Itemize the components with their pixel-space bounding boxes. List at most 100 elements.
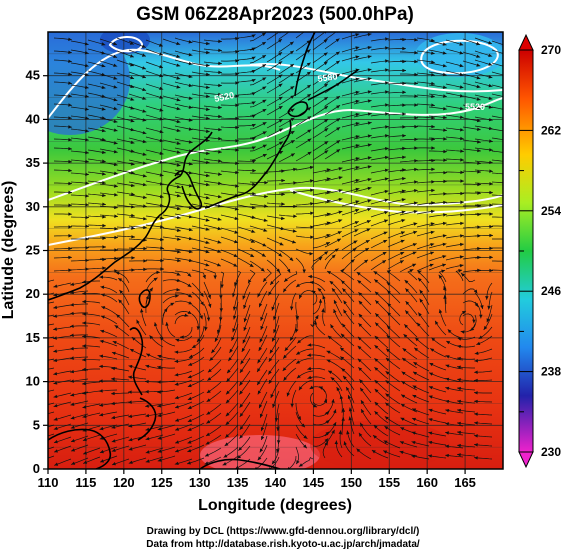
streamline-arrow (401, 371, 406, 376)
streamline-arrow (222, 462, 227, 466)
streamline-arrow (489, 148, 493, 152)
streamline-arrow (442, 72, 447, 77)
streamline-arrow (324, 97, 328, 101)
streamline-arrow (282, 367, 287, 371)
streamline-arrow (385, 134, 389, 138)
streamline-arrow (235, 72, 239, 76)
streamline-arrow (506, 225, 510, 228)
streamline-arrow (84, 63, 89, 68)
streamline-arrow (374, 380, 379, 384)
streamline-arrow (235, 59, 239, 63)
colorbar-label: 238 (541, 365, 561, 379)
streamline-arrow (268, 379, 273, 384)
streamline-arrow (85, 224, 89, 228)
streamline-arrow (235, 81, 239, 85)
streamline-arrow (82, 291, 86, 296)
streamline-arrow (350, 259, 355, 263)
streamline-arrow (474, 351, 479, 355)
streamline-arrow (506, 117, 510, 120)
streamline (491, 172, 503, 175)
streamline-arrow (175, 294, 179, 298)
streamline-arrow (284, 278, 288, 282)
streamline-arrow (506, 269, 510, 273)
streamline-arrow (85, 150, 89, 155)
streamline-arrow (443, 115, 447, 120)
streamline-arrow (82, 381, 86, 386)
streamline-arrow (347, 395, 352, 399)
streamline-arrow (260, 316, 264, 321)
streamline-arrow (338, 176, 343, 180)
streamline-arrow (387, 303, 392, 307)
streamline-arrow (243, 327, 247, 331)
streamline-arrow (307, 116, 312, 120)
streamline-arrow (505, 44, 509, 47)
streamline-arrow (70, 393, 75, 397)
streamline-arrow (83, 451, 88, 455)
streamline-arrow (428, 440, 433, 445)
streamline-arrow (159, 203, 164, 208)
streamline-arrow (412, 243, 417, 247)
streamline-arrow (205, 160, 210, 165)
streamline-arrow (414, 81, 418, 85)
streamlines (48, 27, 510, 469)
streamline-arrow (476, 341, 481, 345)
streamline-arrow (259, 413, 264, 418)
streamline-arrow (159, 65, 163, 69)
streamline-arrow (187, 449, 192, 453)
streamline-arrow (206, 411, 211, 415)
x-axis-label: Longitude (degrees) (198, 497, 352, 514)
streamline-arrow (385, 125, 389, 129)
streamline-arrow (414, 146, 418, 150)
streamline-arrow (367, 178, 372, 182)
streamline-arrow (114, 184, 118, 188)
streamline-arrow (111, 351, 116, 355)
streamline-arrow (506, 181, 510, 185)
streamline-arrow (154, 322, 158, 327)
map-title: GSM 06Z28Apr2023 (500.0hPa) (136, 4, 414, 25)
streamline-arrow (355, 33, 360, 37)
streamline-arrow (188, 96, 193, 100)
streamline-arrow (218, 105, 222, 110)
streamline-arrow (257, 368, 261, 372)
streamline-arrow (68, 94, 72, 98)
streamline-arrow (457, 386, 461, 391)
streamline-arrow (70, 425, 75, 429)
streamline-arrow (334, 248, 339, 252)
streamline-arrow (101, 293, 105, 297)
streamline-arrow (489, 233, 493, 238)
streamline-arrow (70, 379, 75, 383)
streamline-arrow (289, 50, 294, 55)
streamline-arrow (400, 239, 405, 243)
streamline-arrow (188, 215, 193, 219)
streamline-arrow (251, 79, 256, 83)
streamline-arrow (175, 405, 179, 409)
streamline-arrow (113, 98, 118, 102)
streamline-arrow (128, 390, 132, 394)
streamline-arrow (445, 444, 449, 449)
streamline-arrow (113, 128, 118, 132)
streamline-arrow (53, 314, 58, 318)
streamline-arrow (290, 153, 295, 157)
streamline-arrow (82, 312, 86, 316)
streamline-arrow (460, 234, 464, 238)
streamline (491, 128, 503, 132)
streamline (491, 49, 503, 54)
streamline-arrow (153, 277, 158, 282)
streamline-arrow (99, 364, 103, 369)
x-tick-label: 110 (38, 475, 59, 490)
streamline-arrow (386, 282, 391, 286)
streamline-arrow (306, 27, 310, 31)
streamline-arrow (476, 76, 481, 80)
streamline-arrow (318, 299, 323, 303)
streamline-arrow (358, 323, 363, 327)
streamline-arrow (506, 194, 510, 197)
streamline-arrow (480, 305, 484, 309)
streamline-arrow (443, 107, 447, 111)
streamline-arrow (445, 422, 450, 426)
x-tick-label: 155 (378, 475, 400, 490)
streamline-arrow (149, 287, 153, 292)
streamline-arrow (488, 75, 493, 79)
streamline-arrow (413, 210, 418, 214)
streamline-arrow (84, 85, 89, 89)
streamline-arrow (129, 54, 134, 58)
